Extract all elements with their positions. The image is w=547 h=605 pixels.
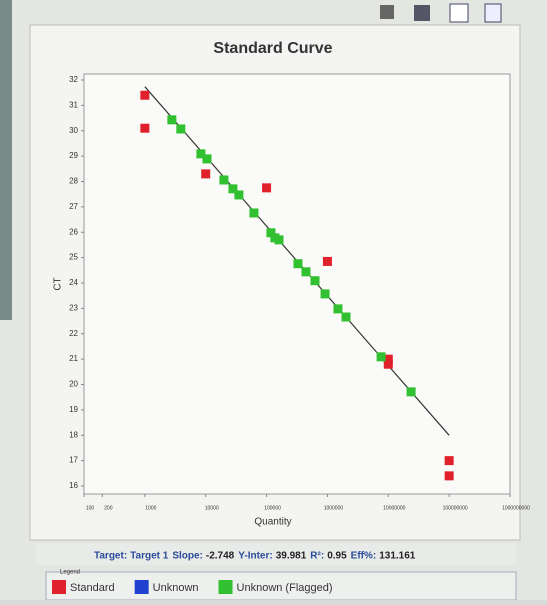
point xyxy=(176,124,186,134)
x-tick-label: 200 xyxy=(104,505,113,511)
point xyxy=(202,154,212,164)
toolbar xyxy=(380,3,502,23)
point xyxy=(333,304,343,314)
chart-icon[interactable] xyxy=(449,3,469,23)
point xyxy=(228,184,238,194)
y-tick-label: 25 xyxy=(69,253,78,262)
x-tick-label: 1000000 xyxy=(324,505,344,511)
x-tick-label: 10000 xyxy=(205,505,219,511)
status-bar xyxy=(36,543,516,565)
save-icon[interactable] xyxy=(414,5,430,21)
legend-label: Unknown (Flagged) xyxy=(237,582,333,594)
y-tick-label: 19 xyxy=(69,405,78,414)
point xyxy=(201,169,211,179)
legend-label: Standard xyxy=(70,582,115,594)
legend-swatch xyxy=(218,580,233,594)
y-tick-label: 31 xyxy=(69,100,78,109)
y-tick-label: 22 xyxy=(69,329,78,338)
y-tick-label: 32 xyxy=(69,75,78,84)
y-tick-label: 27 xyxy=(69,202,78,211)
y-tick-label: 30 xyxy=(69,126,78,135)
x-tick-label: 100000000 xyxy=(443,505,468,511)
y-tick-label: 23 xyxy=(69,303,78,312)
point xyxy=(274,235,284,245)
y-tick-label: 24 xyxy=(69,278,78,287)
x-tick-label: 10000000 xyxy=(383,505,405,511)
status-value: 0.95 xyxy=(327,551,347,562)
point xyxy=(444,471,454,481)
point xyxy=(140,90,150,100)
x-axis-label: Quantity xyxy=(254,517,291,528)
y-tick-label: 28 xyxy=(69,177,78,186)
x-tick-label: 100 xyxy=(86,505,95,511)
point xyxy=(249,208,259,218)
point xyxy=(234,190,244,200)
status-text: Target: Target 1 Slope: -2.748 Y-Inter: 39.98… xyxy=(94,551,416,562)
legend-title: Legend xyxy=(60,570,80,576)
y-tick-label: 21 xyxy=(69,354,78,363)
point xyxy=(376,352,386,362)
point xyxy=(444,456,454,466)
status-value: 39.981 xyxy=(276,551,307,562)
y-tick-label: 20 xyxy=(69,380,78,389)
point xyxy=(167,115,177,125)
y-tick-label: 18 xyxy=(69,430,78,439)
status-label: R²: xyxy=(310,551,324,562)
x-tick-label: 1000000000 xyxy=(502,505,530,511)
status-label: Y-Inter: xyxy=(238,551,272,562)
point xyxy=(383,354,393,364)
point xyxy=(196,149,206,159)
side-panel xyxy=(0,0,12,320)
legend-label: Unknown xyxy=(153,582,199,594)
status-value: 131.161 xyxy=(379,551,416,562)
chart-title: Standard Curve xyxy=(213,40,332,57)
point xyxy=(310,276,320,286)
point xyxy=(320,289,330,299)
point xyxy=(322,256,332,266)
point xyxy=(262,183,272,193)
status-label: Slope: xyxy=(172,551,203,562)
status-value: Target 1 xyxy=(130,551,169,562)
y-tick-label: 26 xyxy=(69,227,78,236)
print-icon[interactable] xyxy=(380,5,394,19)
legend-swatch xyxy=(52,580,66,594)
x-tick-label: 1000 xyxy=(145,505,156,511)
status-value: -2.748 xyxy=(206,551,235,562)
y-tick-label: 17 xyxy=(69,456,78,465)
point xyxy=(140,123,150,133)
y-tick-label: 29 xyxy=(69,151,78,160)
point xyxy=(219,175,229,185)
legend-box xyxy=(45,571,517,601)
x-tick-label: 100000 xyxy=(264,505,281,511)
legend-swatch xyxy=(134,580,149,594)
point xyxy=(301,267,311,277)
list-icon[interactable] xyxy=(484,3,502,23)
y-tick-label: 16 xyxy=(69,481,78,490)
status-label: Target: xyxy=(94,551,127,562)
y-axis-label: CT xyxy=(53,277,64,290)
status-label: Eff%: xyxy=(351,551,377,562)
point xyxy=(406,387,416,397)
point xyxy=(266,228,276,238)
point xyxy=(341,312,351,322)
point xyxy=(383,359,393,369)
point xyxy=(293,259,303,269)
